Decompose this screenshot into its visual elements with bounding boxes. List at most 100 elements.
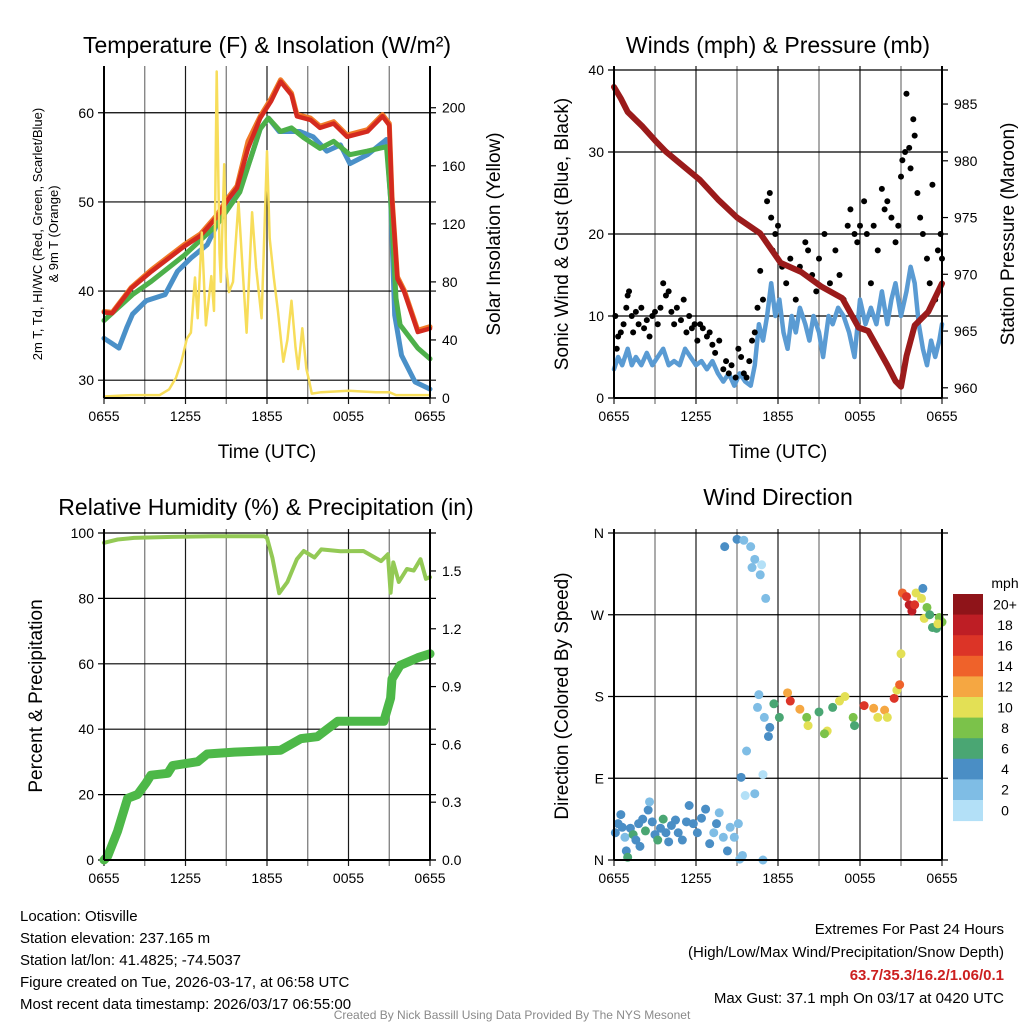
panel-0: 30 40 50 60 0655 1255 1855 0055 0655 0 40 80 120 160 2… [78, 66, 466, 424]
direction-point [725, 822, 735, 832]
colorbar-swatch [953, 655, 983, 677]
gust-point [923, 255, 930, 262]
y-tick-label: 0 [596, 390, 604, 406]
direction-point [783, 688, 793, 698]
gust-point [929, 181, 936, 188]
x-tick-label: 0655 [926, 870, 957, 886]
recent-data-text: Most recent data timestamp: 2026/03/17 0… [20, 996, 351, 1013]
direction-point [819, 729, 829, 739]
right-y-tick-label: 975 [954, 210, 978, 226]
gust-point [772, 231, 779, 237]
colorbar-label: 12 [997, 679, 1013, 695]
direction-point [910, 600, 920, 610]
winds-panel-title: Winds (mph) & Pressure (mb) [626, 32, 930, 58]
direction-point [803, 721, 813, 731]
max-gust-text: Max Gust: 37.1 mph On 03/17 at 0420 UTC [714, 990, 1004, 1007]
direction-point [709, 828, 719, 838]
direction-point [736, 772, 746, 782]
direction-point [635, 841, 645, 851]
gust-point [720, 366, 727, 373]
y-tick-label: 60 [78, 656, 94, 672]
gust-point [844, 222, 851, 229]
gust-point [635, 321, 642, 328]
gust-point [646, 333, 653, 340]
x-tick-label: 1855 [762, 408, 793, 424]
colorbar-swatch [953, 676, 983, 698]
gust-point [910, 116, 917, 123]
gust-point [911, 132, 918, 139]
y-tick-label: 40 [588, 62, 604, 78]
gust-point [694, 337, 701, 344]
direction-point [696, 813, 706, 823]
y-tick-label: N [594, 852, 604, 868]
humidity-y-label: Percent & Precipitation [26, 599, 47, 792]
y-tick-label: E [595, 770, 604, 786]
x-tick-label: 0055 [333, 408, 364, 424]
gust-point [654, 321, 661, 328]
gust-point [617, 329, 624, 336]
direction-point [882, 712, 892, 722]
y-tick-label: 20 [588, 226, 604, 242]
right-y-tick-label: 965 [954, 323, 978, 339]
y-tick-label: 60 [78, 105, 94, 121]
gust-point [826, 280, 833, 287]
gust-point [723, 358, 730, 365]
direction-point [840, 692, 850, 701]
gust-point [706, 329, 713, 336]
gust-point [630, 329, 637, 336]
gust-point [626, 288, 633, 295]
gust-point [857, 222, 863, 229]
y-tick-label: 100 [71, 525, 95, 541]
direction-point [763, 731, 773, 741]
direction-point [880, 705, 890, 715]
gust-point [874, 247, 881, 254]
direction-point [732, 534, 742, 544]
direction-point [661, 828, 671, 838]
direction-point [714, 808, 724, 818]
colorbar-label: 4 [1001, 761, 1009, 777]
direction-point [922, 602, 932, 612]
y-tick-label: 10 [588, 308, 604, 324]
direction-point [917, 593, 926, 603]
colorbar-swatch [953, 758, 983, 780]
gust-point [677, 317, 684, 324]
gust-point [668, 308, 675, 315]
gust-point [902, 149, 909, 155]
gust-point [816, 255, 822, 262]
direction-point [722, 846, 732, 856]
gust-point [691, 321, 698, 328]
panel-3: N E S W N 0655 1255 1855 0055 0655 [591, 525, 958, 886]
elevation-text: Station elevation: 237.165 m [20, 930, 210, 947]
gust-point [892, 239, 899, 246]
extremes-values: 63.7/35.3/16.2/1.06/0.1 [850, 967, 1004, 984]
direction-point [828, 702, 838, 712]
y-tick-label: 20 [78, 787, 94, 803]
gust-point [867, 280, 874, 287]
colorbar-label: 0 [1001, 802, 1009, 818]
direction-point [850, 721, 860, 731]
gust-point [680, 296, 687, 303]
gust-point [623, 304, 630, 311]
colorbar-swatch [953, 800, 983, 822]
gust-point [836, 272, 843, 278]
temperature-y-label: 2m T, Td, HI/WC (Red, Green, Scarlet/Blu… [30, 108, 45, 360]
right-y-tick-label: 40 [442, 332, 458, 348]
x-tick-label: 0655 [926, 408, 957, 424]
right-y-tick-label: 0 [442, 390, 450, 406]
right-y-tick-label: 160 [442, 158, 466, 174]
x-tick-label: 0055 [844, 870, 875, 886]
location-text: Location: Otisville [20, 908, 138, 925]
right-y-tick-label: 985 [954, 96, 978, 112]
gust-point [787, 255, 794, 262]
direction-point [774, 712, 784, 722]
direction-point [814, 707, 824, 717]
speed-colorbar: mph 20+ 18 16 14 12 10 8 6 4 2 0 [953, 575, 1019, 822]
gust-point [728, 362, 735, 369]
direction-point [664, 837, 674, 847]
gust-point [861, 198, 868, 205]
direction-point [873, 712, 883, 722]
gust-point [863, 231, 870, 237]
series-line-precipitation-in- [99, 649, 435, 865]
gust-point [783, 280, 790, 287]
gust-point [749, 337, 756, 344]
